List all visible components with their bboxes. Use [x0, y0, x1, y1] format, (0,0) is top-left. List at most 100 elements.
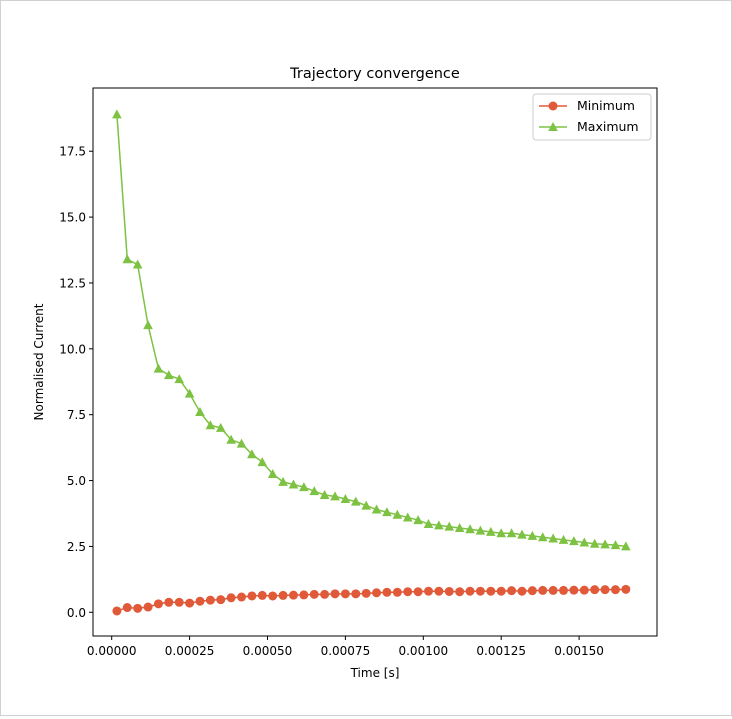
y-tick-label: 0.0 [67, 606, 86, 620]
data-point-minimum [496, 586, 506, 596]
data-point-minimum [164, 597, 174, 607]
y-axis-label: Normalised Current [32, 303, 46, 420]
data-point-maximum [288, 479, 299, 489]
chart-title: Trajectory convergence [289, 66, 460, 82]
data-point-maximum [132, 259, 143, 269]
data-point-minimum [434, 586, 444, 596]
data-point-minimum [413, 587, 423, 597]
data-point-minimum [216, 595, 226, 605]
data-point-maximum [153, 363, 164, 373]
x-axis: 0.00000 0.00025 0.00050 0.00075 0.00100 0.001… [87, 636, 604, 658]
x-tick-label: 0.00150 [554, 644, 604, 658]
data-point-minimum [278, 590, 288, 600]
x-tick-label: 0.00100 [398, 644, 448, 658]
data-point-maximum [517, 529, 527, 539]
data-point-minimum [486, 586, 496, 596]
data-point-minimum [299, 590, 309, 600]
data-point-maximum [122, 254, 133, 264]
data-point-minimum [538, 585, 548, 595]
data-point-minimum [517, 586, 527, 596]
data-point-maximum [174, 374, 185, 384]
legend-marker-minimum [548, 101, 558, 111]
data-point-maximum [247, 449, 257, 459]
data-point-minimum [133, 603, 143, 613]
data-point-minimum [507, 586, 517, 596]
y-tick-label: 10.0 [59, 342, 86, 356]
x-tick-label: 0.00050 [243, 644, 293, 658]
data-point-minimum [590, 585, 600, 595]
data-point-minimum [579, 585, 589, 595]
data-point-minimum [600, 585, 610, 595]
data-point-minimum [527, 586, 537, 596]
series-minimum [112, 584, 631, 616]
data-point-minimum [226, 593, 236, 603]
data-point-minimum [257, 590, 267, 600]
legend-label-minimum: Minimum [577, 98, 635, 113]
data-point-maximum [610, 540, 621, 550]
data-point-maximum [226, 434, 236, 444]
data-point-maximum [236, 438, 247, 448]
data-point-minimum [320, 589, 330, 599]
y-tick-label: 7.5 [67, 408, 86, 422]
data-point-minimum [403, 587, 413, 597]
data-point-minimum [143, 602, 153, 612]
data-point-minimum [288, 590, 298, 600]
data-point-minimum [174, 597, 184, 607]
data-point-minimum [195, 596, 205, 606]
x-tick-label: 0.00025 [165, 644, 215, 658]
data-point-minimum [122, 603, 132, 613]
data-point-maximum [392, 509, 403, 519]
data-point-maximum [382, 507, 392, 517]
data-point-minimum [237, 592, 247, 602]
x-tick-label: 0.00075 [321, 644, 371, 658]
y-tick-label: 5.0 [67, 474, 86, 488]
data-point-maximum [548, 533, 558, 543]
data-point-minimum [465, 586, 475, 596]
data-point-maximum [278, 476, 288, 486]
data-point-maximum [434, 520, 444, 530]
data-point-minimum [392, 587, 402, 597]
data-point-maximum [558, 534, 569, 544]
data-point-maximum [413, 515, 423, 525]
data-point-minimum [351, 589, 361, 599]
legend: Minimum Maximum [532, 93, 652, 141]
data-point-maximum [444, 521, 455, 531]
data-point-minimum [205, 595, 215, 605]
data-point-minimum [309, 589, 319, 599]
data-point-maximum [309, 486, 320, 496]
x-tick-label: 0.00000 [87, 644, 137, 658]
data-point-maximum [579, 537, 590, 547]
data-point-maximum [589, 538, 600, 548]
data-point-maximum [299, 482, 309, 492]
legend-marker-maximum [548, 122, 558, 131]
data-point-maximum [454, 522, 465, 532]
data-point-minimum [475, 586, 485, 596]
y-tick-label: 15.0 [59, 211, 86, 225]
data-point-minimum [185, 598, 195, 608]
data-point-minimum [153, 599, 163, 609]
data-point-maximum [423, 519, 434, 529]
data-point-maximum [496, 528, 506, 538]
x-axis-label: Time [s] [350, 666, 400, 680]
data-point-maximum [506, 528, 517, 538]
data-point-maximum [475, 525, 486, 535]
legend-label-maximum: Maximum [577, 119, 639, 134]
data-point-minimum [112, 606, 122, 616]
data-point-maximum [361, 500, 371, 510]
data-point-maximum [537, 532, 548, 542]
series-layer [112, 109, 631, 616]
data-point-maximum [350, 496, 361, 506]
data-point-maximum [257, 457, 268, 467]
data-point-minimum [548, 585, 558, 595]
data-point-minimum [621, 584, 631, 594]
data-point-minimum [330, 589, 340, 599]
x-tick-label: 0.00125 [476, 644, 526, 658]
data-point-maximum [112, 109, 122, 119]
data-point-maximum [215, 422, 226, 432]
data-point-maximum [184, 388, 195, 398]
y-axis: 0.0 2.5 5.0 7.5 10.0 12.5 15.0 17.5 [59, 145, 93, 620]
data-point-maximum [621, 541, 631, 551]
data-point-maximum [143, 320, 153, 330]
